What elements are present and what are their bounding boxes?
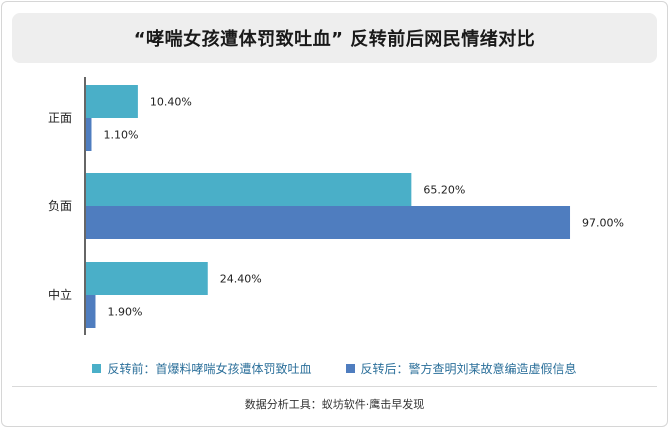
legend: 反转前：首爆料哮喘女孩遭体罚致吐血 反转后：警方查明刘某故意编造虚假信息 <box>0 357 669 379</box>
bar-before <box>86 173 412 206</box>
bar-before <box>86 85 138 118</box>
category-label: 负面 <box>48 199 72 213</box>
category-label: 中立 <box>48 287 72 302</box>
data-label: 65.20% <box>423 184 465 197</box>
bar-after <box>86 295 96 328</box>
legend-swatch-before <box>92 363 102 373</box>
footer-divider <box>12 386 657 387</box>
bar-after <box>86 206 571 239</box>
data-label: 10.40% <box>150 96 192 109</box>
legend-item-after: 反转后：警方查明刘某故意编造虚假信息 <box>345 360 577 377</box>
data-label: 1.90% <box>107 306 142 319</box>
category-label: 正面 <box>48 111 72 125</box>
legend-label-after: 反转后：警方查明刘某故意编造虚假信息 <box>360 361 577 376</box>
legend-swatch-after <box>345 363 355 373</box>
data-label: 97.00% <box>582 217 624 230</box>
bar-after <box>86 118 92 151</box>
bar-before <box>86 262 208 295</box>
title-bar: “哮喘女孩遭体罚致吐血” 反转前后网民情绪对比 <box>12 13 657 63</box>
chart-title: “哮喘女孩遭体罚致吐血” 反转前后网民情绪对比 <box>133 29 536 50</box>
legend-item-before: 反转前：首爆料哮喘女孩遭体罚致吐血 <box>92 360 312 377</box>
data-label: 1.10% <box>103 129 138 142</box>
data-source: 数据分析工具：蚁坊软件·鹰击早发现 <box>244 398 425 411</box>
data-label: 24.40% <box>220 273 262 286</box>
legend-label-before: 反转前：首爆料哮喘女孩遭体罚致吐血 <box>107 361 312 376</box>
